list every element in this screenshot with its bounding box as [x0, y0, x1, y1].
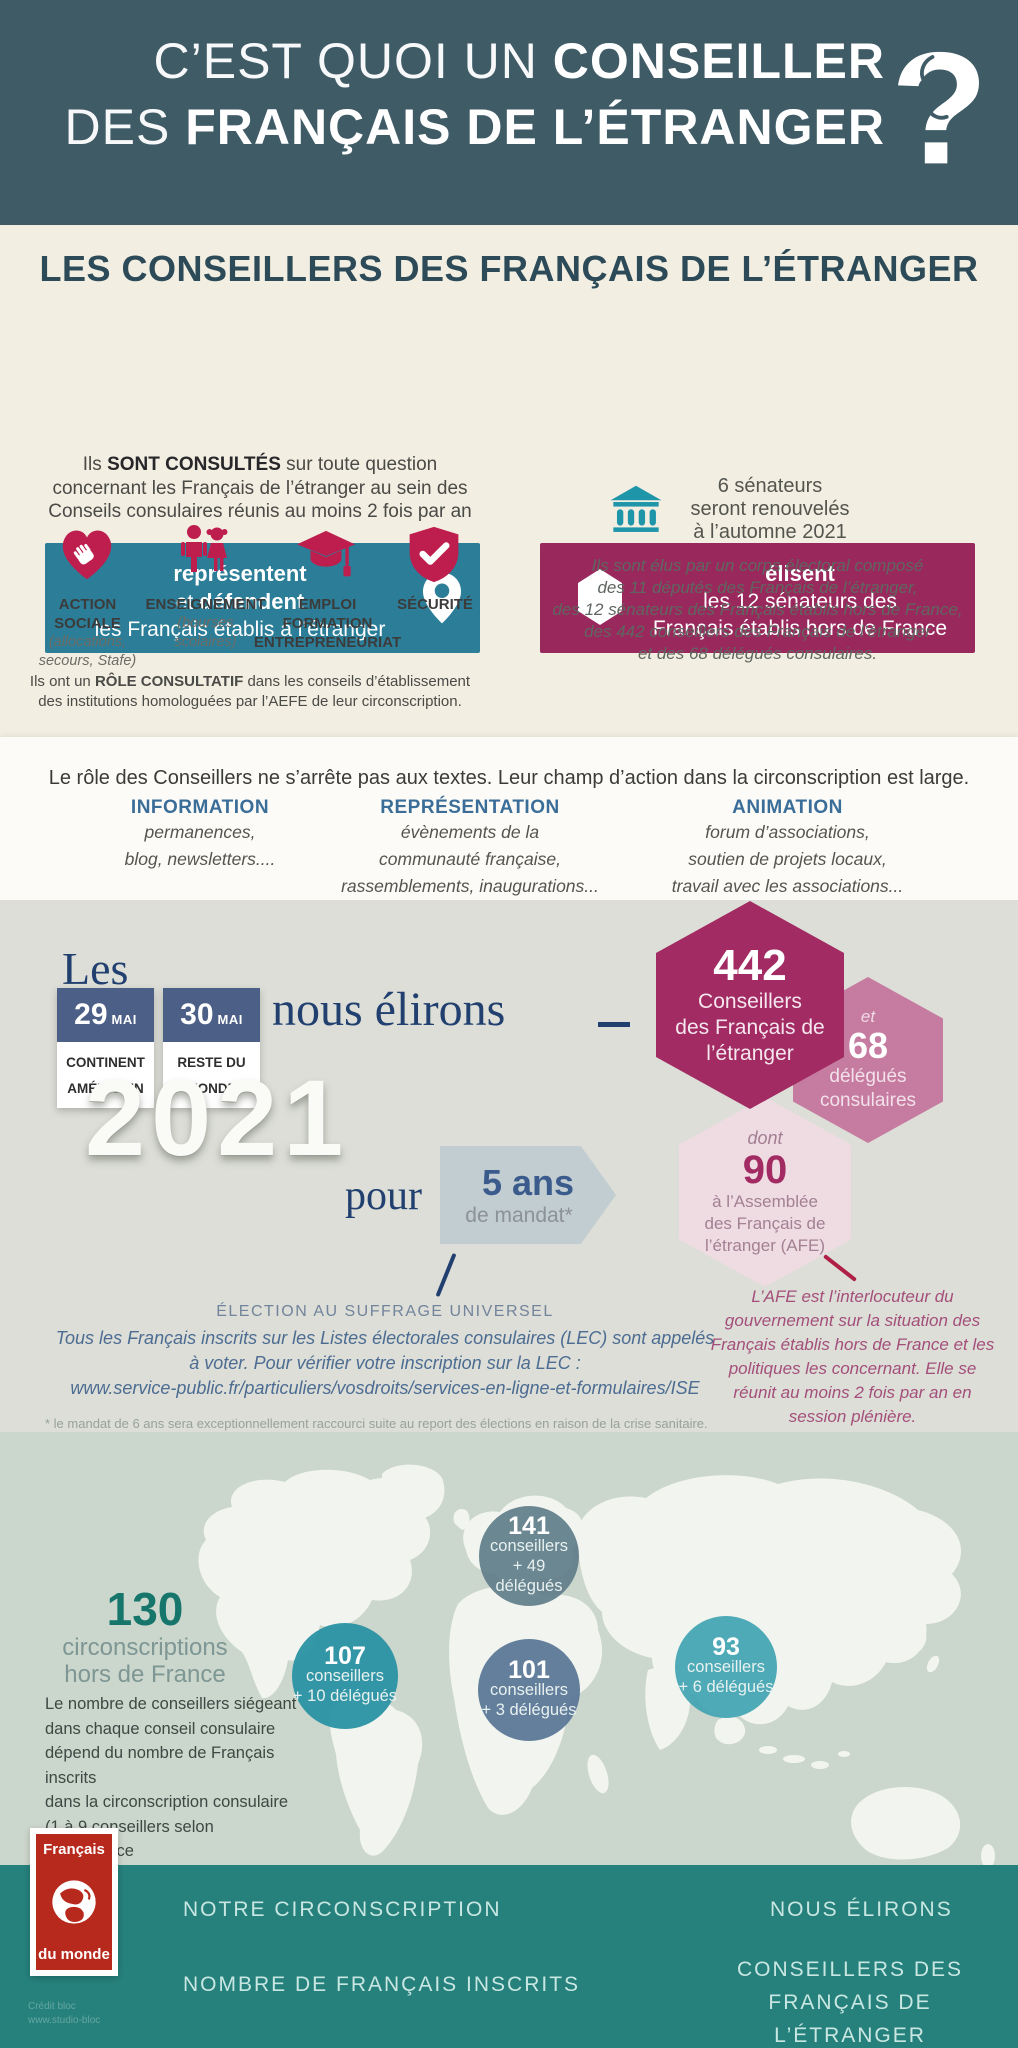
- bubble-asia-93: 93 conseillers + 6 délégués: [675, 1616, 777, 1718]
- title-line2-light: DES: [64, 99, 186, 155]
- title-line1-light: C’EST QUOI UN: [153, 33, 553, 89]
- location-pin-icon: [422, 572, 462, 624]
- footer-link-inscrits[interactable]: NOMBRE DE FRANÇAIS INSCRITS: [183, 1973, 581, 1996]
- section-election: Les 29 MAI CONTINENT AMÉRICAIN 30 MAI RESTE…: [0, 900, 1018, 1432]
- les-label: Les: [62, 943, 129, 994]
- defendent-bold: défendent: [199, 589, 305, 614]
- col-information: INFORMATION permanences, blog, newsletter…: [124, 797, 276, 869]
- calendar-30-mai: 30 MAI RESTE DU MONDE: [163, 988, 260, 1108]
- elisent-bold: élisent: [765, 561, 835, 586]
- year-2021: 2021: [85, 1057, 350, 1178]
- senate-building-icon: [610, 485, 662, 532]
- red-slash: [823, 1254, 857, 1282]
- credit-line: Crédit bloc www.studio-bloc: [28, 2001, 101, 2026]
- section-champ-action: Le rôle des Conseillers ne s’arrête pas …: [0, 737, 1018, 900]
- elisent-line2: les 12 sénateurs des: [703, 590, 897, 613]
- logo-text-top: Français: [43, 1841, 105, 1858]
- francais-du-monde-logo[interactable]: Français du monde: [30, 1828, 118, 1976]
- page-title: C’EST QUOI UN CONSEILLER DES FRANÇAIS DE…: [40, 28, 885, 160]
- security-shield-icon: [409, 526, 459, 583]
- mandate-badge: 5 ans de mandat*: [440, 1146, 616, 1244]
- card-elisent: élisent les 12 sénateurs des Français ét…: [540, 543, 975, 653]
- graduation-cap-icon: [296, 530, 356, 577]
- title-line1-bold: CONSEILLER: [552, 33, 885, 89]
- header-banner: C’EST QUOI UN CONSEILLER DES FRANÇAIS DE…: [0, 0, 1018, 225]
- consulted-paragraph: Ils SONT CONSULTÉS sur toute question co…: [48, 454, 472, 522]
- bubble-europe-141: 141 conseillers + 49 délégués: [479, 1506, 579, 1606]
- suffrage-caps: ÉLECTION AU SUFFRAGE UNIVERSEL: [216, 1303, 554, 1320]
- stat-130-label: circonscriptions hors de France: [62, 1634, 228, 1688]
- footer-bar: NOTRE CIRCONSCRIPTION NOUS ÉLIRONS NOMBR…: [0, 1865, 1018, 2048]
- globe-icon: [52, 1880, 96, 1924]
- elisent-line3: Français établis hors de France: [652, 617, 948, 640]
- world-map: [198, 1464, 995, 1865]
- et-label: et: [175, 591, 200, 614]
- bubble-americas-107: 107 conseillers + 10 délégués: [292, 1623, 398, 1729]
- lec-url[interactable]: www.service-public.fr/particuliers/vosdr…: [70, 1378, 700, 1398]
- calendar-29-mai: 29 MAI CONTINENT AMÉRICAIN: [57, 988, 154, 1108]
- col-representation: REPRÉSENTATION évènements de la communaut…: [341, 797, 599, 896]
- footer-link-conseillers[interactable]: CONSEILLERS DES FRANÇAIS DE L’ÉTRANGER: [736, 1958, 964, 2047]
- section-conseillers: LES CONSEILLERS DES FRANÇAIS DE L’ÉTRANG…: [0, 225, 1018, 737]
- children-education-icon: [181, 525, 228, 572]
- bubble-africa-101: 101 conseillers + 3 délégués: [478, 1639, 580, 1741]
- represent-line3: les Français établis à l’étranger: [94, 618, 386, 641]
- nous-elirons-label: nous élirons: [272, 983, 506, 1036]
- title-line2-bold: FRANÇAIS DE L’ÉTRANGER: [185, 99, 885, 155]
- logo-text-bottom: du monde: [38, 1946, 110, 1963]
- col-animation: ANIMATION forum d’associations, soutien d…: [671, 797, 904, 896]
- role-consultatif-paragraph: Ils ont un RÔLE CONSULTATIF dans les con…: [29, 673, 471, 710]
- question-mark-face-icon: ?: [891, 19, 980, 197]
- map-paragraph: Le nombre de conseillers siégeant dans c…: [45, 1695, 297, 1860]
- topic-emploi: EMPLOI FORMATION ENTREPRENEURIAT: [253, 596, 402, 651]
- stat-130: 130: [106, 1583, 184, 1635]
- afe-paragraph: L’AFE est l’interlocuteur du gouvernemen…: [710, 1287, 995, 1426]
- card-representent: représentent et défendent les Français é…: [45, 543, 480, 653]
- section-heading: LES CONSEILLERS DES FRANÇAIS DE L’ÉTRANG…: [39, 248, 979, 289]
- pour-label: pour: [345, 1173, 422, 1219]
- social-action-heart-hand-icon: [62, 530, 112, 580]
- electoral-body-paragraph: Ils sont élus par un corps électoral com…: [552, 556, 963, 663]
- svg-text:?: ?: [891, 19, 980, 197]
- role-intro: Le rôle des Conseillers ne s’arrête pas …: [48, 767, 970, 789]
- footer-link-circonscription[interactable]: NOTRE CIRCONSCRIPTION: [183, 1898, 502, 1921]
- topic-securite: SÉCURITÉ: [397, 596, 473, 613]
- vote-paragraph: Tous les Français inscrits sur les Liste…: [35, 1326, 735, 1401]
- senators-renewal: 6 sénateurs seront renouvelés à l’automn…: [690, 475, 850, 543]
- footer-link-nous-elirons[interactable]: NOUS ÉLIRONS: [770, 1898, 953, 1921]
- topic-enseignement: ENSEIGNEMENT (bourses scolaires): [145, 596, 266, 650]
- mandate-footnote: * le mandat de 6 ans sera exceptionnelle…: [45, 1416, 708, 1431]
- section-world-map: 130 circonscriptions hors de France Le n…: [0, 1432, 1018, 1865]
- dash-connector: [598, 1022, 630, 1027]
- topic-action-sociale: ACTION SOCIALE (allocations, secours, Staf…: [38, 596, 137, 669]
- blue-slash: [435, 1252, 457, 1298]
